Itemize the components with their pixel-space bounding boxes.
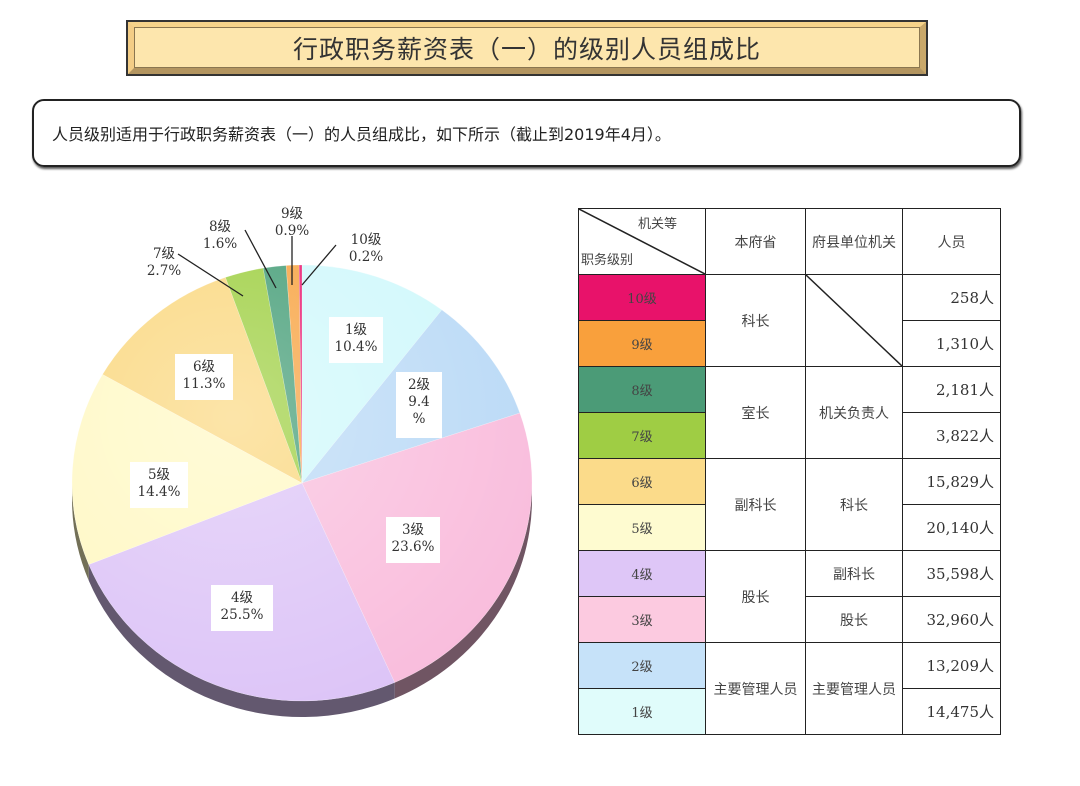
title-banner: 行政职务薪资表（一）的级别人员组成比 [126,20,928,76]
pie-label-text: 2.7% [147,263,181,279]
group-cell: 股长 [705,550,806,643]
leader-line [177,253,244,297]
table-row: 1级 14,475人 [578,688,1001,735]
empty-diag-cell [805,274,903,367]
level-cell: 9级 [578,320,706,367]
header-col-count: 人员 [902,208,1001,275]
table-row: 4级 股长 副科长 35,598人 [578,550,1001,643]
pie-depth [72,483,532,717]
description-box: 人员级别适用于行政职务薪资表（一）的人员组成比，如下所示（截止到2019年4月）… [32,99,1021,167]
group-cell: 科长 [705,274,806,367]
level-cell: 1级 [578,688,706,735]
pie-label-text: 9.4 [408,394,429,410]
pie-label-text: 3级 [402,522,425,538]
pie-side-3级 [394,483,532,699]
page-title: 行政职务薪资表（一）的级别人员组成比 [292,34,761,64]
table-row: 10级 科长 258人 [578,274,1001,367]
level-cell: 5级 [578,504,706,551]
diagonal-line [806,275,902,366]
count-cell: 258人 [902,274,1001,321]
pie-label-text: 14.4% [138,484,181,500]
table-row: 8级 室长 机关负责人 2,181人 [578,366,1001,459]
level-cell: 2级 [578,642,706,689]
pie-label-box [130,462,188,508]
pie-label-text: 0.9% [275,223,309,239]
level-cell: 3级 [578,596,706,643]
pie-leader-lines [177,229,337,297]
header-org-label: 机关等 [637,217,677,232]
table-row: 9级 1,310人 [578,320,1001,367]
pie-label-text: 6级 [193,359,216,375]
pie-label-text: 10级 [351,232,382,248]
group-cell: 科长 [805,458,903,551]
description-text: 人员级别适用于行政职务薪资表（一）的人员组成比，如下所示（截止到2019年4月）… [52,125,671,144]
count-cell: 3,822人 [902,412,1001,459]
count-cell: 32,960人 [902,596,1001,643]
pie-label-box [329,317,383,363]
diagonal-line [579,209,705,274]
header-level-label: 职务级别 [581,253,634,268]
pie-side-4级 [88,564,395,717]
pie-label-text: 10.4% [335,339,378,355]
table-row: 2级 主要管理人员 主要管理人员 13,209人 [578,642,1001,735]
count-cell: 15,829人 [902,458,1001,505]
leader-line [244,229,277,289]
pie-label-text: 0.2% [349,249,383,265]
pie-label-text: 11.3% [183,376,226,392]
table-row: 5级 20,140人 [578,504,1001,551]
header-col-local: 府县单位机关 [805,208,903,275]
pie-label-text: 23.6% [392,539,435,555]
header-diag-cell: 机关等 职务级别 [578,208,706,275]
pie-side-5级 [72,483,89,581]
level-cell: 10级 [578,274,706,321]
title-bevel [128,22,926,74]
count-cell: 1,310人 [902,320,1001,367]
pie-label-box [211,585,273,631]
pie-label-box [386,517,440,563]
header-col-prefecture: 本府省 [705,208,806,275]
group-cell: 室长 [705,366,806,459]
pie-label-text: 25.5% [221,607,264,623]
count-cell: 14,475人 [902,688,1001,735]
count-cell: 35,598人 [902,550,1001,597]
level-cell: 8级 [578,366,706,413]
pie-label-text: 4级 [231,590,254,606]
leader-line [301,244,337,286]
pie-label-box [175,354,233,400]
table-header-row: 机关等 职务级别 本府省 府县单位机关 人员 [578,208,1001,275]
group-cell: 机关负责人 [805,366,903,459]
pie-label-text: 1级 [345,322,368,338]
pie-label-box [396,372,442,438]
group-cell: 副科长 [705,458,806,551]
table-row: 3级 股长 32,960人 [578,596,1001,643]
group-cell: 股长 [805,596,903,643]
pie-label-text: 9级 [281,206,304,222]
pie-label-text: 7级 [153,246,176,262]
level-cell: 6级 [578,458,706,505]
group-cell: 主要管理人员 [805,642,903,735]
count-cell: 20,140人 [902,504,1001,551]
level-table: 机关等 职务级别 本府省 府县单位机关 人员 10级 科长 258人 9级 1,… [578,208,1001,735]
group-cell: 主要管理人员 [705,642,806,735]
table-row: 6级 副科长 科长 15,829人 [578,458,1001,551]
count-cell: 2,181人 [902,366,1001,413]
pie-label-text: % [413,411,426,427]
title-inner: 行政职务薪资表（一）的级别人员组成比 [134,27,920,68]
count-cell: 13,209人 [902,642,1001,689]
level-cell: 7级 [578,412,706,459]
pie-label-text: 2级 [408,377,431,393]
pie-label-text: 5级 [148,467,171,483]
level-cell: 4级 [578,550,706,597]
pie-label-text: 1.6% [203,236,237,252]
pie-label-text: 8级 [209,219,232,235]
group-cell: 副科长 [805,550,903,597]
